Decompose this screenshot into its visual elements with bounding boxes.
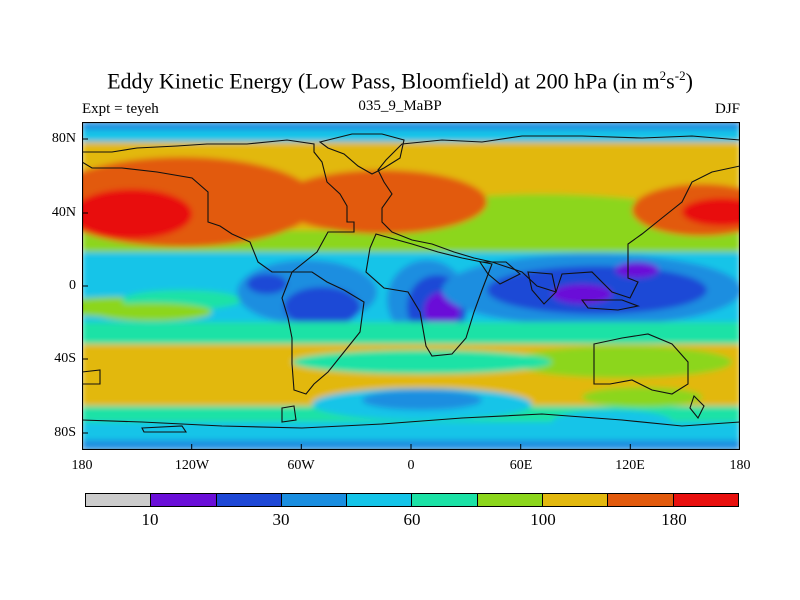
colorbar-swatch	[477, 494, 544, 506]
run-id-label: 035_9_MaBP	[358, 98, 442, 114]
lat-label-80s: 80S	[54, 425, 76, 440]
colorbar-label: 30	[272, 510, 290, 529]
colorbar-swatch	[281, 494, 348, 506]
colorbar-swatch	[347, 494, 413, 506]
lon-label-120e: 120E	[615, 458, 645, 473]
lat-label-eq: 0	[69, 278, 76, 293]
season-label: DJF	[714, 101, 740, 117]
map-canvas	[82, 122, 740, 450]
colorbar-swatch	[673, 494, 738, 506]
map-panel	[82, 122, 740, 450]
lon-label-0: 0	[407, 458, 415, 473]
experiment-label: Expt = teyeh	[82, 101, 159, 117]
lon-label-120w: 120W	[174, 458, 210, 473]
plot-title: Eddy Kinetic Energy (Low Pass, Bloomfiel…	[107, 68, 693, 94]
colorbar-swatch	[412, 494, 478, 506]
colorbar-label: 180	[661, 510, 687, 529]
tick-marks	[82, 138, 631, 450]
lat-label-80n: 80N	[51, 131, 76, 146]
colorbar-label: 100	[530, 510, 556, 529]
colorbar	[85, 493, 739, 507]
lat-label-40s: 40S	[54, 351, 76, 366]
colorbar-swatch	[151, 494, 217, 506]
lon-label-60e: 60E	[509, 458, 533, 473]
lon-label-60w: 60W	[287, 458, 315, 473]
colorbar-swatch	[543, 494, 609, 506]
coastlines	[82, 133, 740, 433]
lon-label-180w: 180	[71, 458, 93, 473]
lat-label-40n: 40N	[51, 205, 76, 220]
colorbar-label: 60	[403, 510, 421, 529]
field-layer	[82, 122, 740, 450]
colorbar-swatch	[86, 494, 152, 506]
colorbar-swatch	[608, 494, 674, 506]
colorbar-label: 10	[141, 510, 159, 529]
colorbar-swatch	[216, 494, 282, 506]
lon-label-180e: 180	[729, 458, 751, 473]
